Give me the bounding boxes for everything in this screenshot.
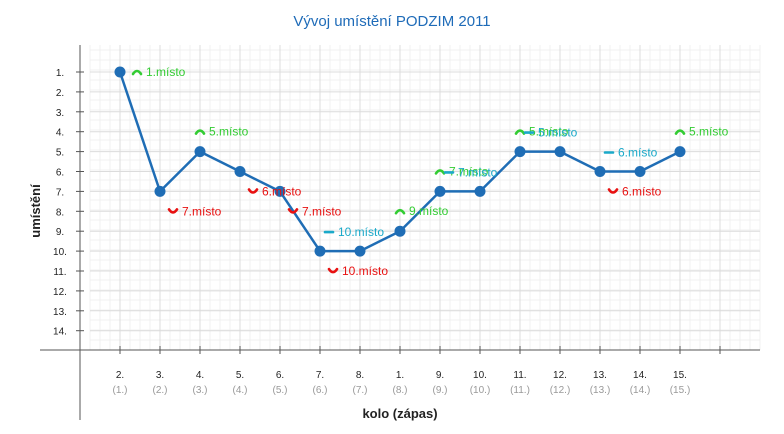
x-sub-tick-label: (6.): [313, 385, 328, 396]
x-sub-tick-label: (11.): [510, 385, 530, 396]
data-label: 6.místo: [622, 185, 662, 199]
data-label: 7.místo: [302, 204, 342, 218]
x-sub-tick-label: (9.): [433, 385, 448, 396]
data-label: 5.místo: [689, 125, 729, 139]
trend-down-icon: [327, 267, 339, 274]
x-sub-tick-label: (1.): [113, 385, 128, 396]
y-tick-label: 11.: [53, 267, 66, 278]
x-tick-label: 13.: [593, 370, 607, 381]
y-tick-label: 4.: [56, 128, 64, 139]
data-label: 10.místo: [338, 225, 384, 239]
data-point: [514, 146, 526, 158]
data-point: [594, 166, 606, 177]
x-sub-tick-label: (12.): [550, 385, 571, 396]
axes: [40, 45, 760, 420]
data-label: 7.místo: [182, 204, 222, 218]
y-tick-label: 9.: [56, 227, 64, 238]
x-sub-tick-label: (5.): [273, 385, 288, 396]
data-point: [554, 146, 566, 158]
y-tick-label: 2.: [56, 88, 64, 99]
data-point: [674, 146, 686, 158]
data-label: 10.místo: [342, 264, 388, 278]
x-sub-tick-label: (13.): [590, 385, 611, 396]
data-point: [154, 185, 166, 197]
series-position: [114, 66, 686, 257]
x-sub-tick-label: (4.): [233, 385, 248, 396]
y-tick-label: 7.: [56, 187, 64, 198]
trend-up-icon: [194, 129, 206, 135]
y-tick-label: 8.: [56, 207, 64, 218]
x-tick-labels: 2. (1.) 3. (2.) 4. (3.) 5. (4.) 6. (5.) 7. (6.) 8. (7…: [113, 370, 691, 396]
data-point: [194, 146, 206, 158]
data-point: [434, 185, 446, 197]
data-point: [354, 245, 366, 257]
data-point: [634, 166, 646, 177]
trend-down-icon: [607, 188, 619, 194]
data-label: 5.místo: [209, 125, 249, 139]
y-tick-labels: 1. 2. 3. 4. 5. 6. 7. 8. 9. 10. 11. 12. 13. 14.: [53, 68, 67, 338]
data-label: 5.místo: [529, 125, 569, 139]
data-label: 7.místo: [458, 165, 498, 179]
chart-title: Vývoj umístění PODZIM 2011: [293, 13, 490, 30]
data-point: [474, 185, 486, 197]
x-tick-label: 6.: [276, 370, 284, 381]
data-point: [314, 245, 326, 257]
data-label: 6.místo: [262, 185, 302, 199]
x-tick-label: 10.: [473, 370, 487, 381]
trend-down-icon: [167, 208, 179, 214]
data-label: 1.místo: [146, 65, 186, 79]
x-sub-tick-label: (8.): [393, 385, 408, 396]
data-point: [394, 225, 406, 237]
x-tick-label: 8.: [356, 370, 364, 381]
x-sub-tick-label: (15.): [670, 385, 691, 396]
x-sub-tick-label: (10.): [470, 385, 491, 396]
trend-up-icon: [514, 129, 526, 135]
x-tick-label: 12.: [553, 370, 567, 381]
data-labels: 1.místo7.místo5.místo6.místo7.místo10.mí…: [131, 65, 729, 278]
data-label: 5.místo: [538, 126, 578, 140]
x-tick-label: 11.: [513, 370, 526, 381]
trend-down-icon: [247, 188, 259, 194]
data-label: 7.místo: [449, 164, 489, 178]
x-tick-label: 15.: [673, 370, 687, 381]
trend-up-icon: [394, 208, 406, 215]
x-sub-tick-label: (14.): [630, 385, 651, 396]
x-tick-label: 5.: [236, 370, 244, 381]
x-tick-label: 4.: [196, 370, 204, 381]
x-axis-title: kolo (zápas): [362, 406, 437, 421]
data-point: [234, 166, 246, 177]
trend-up-icon: [434, 169, 446, 175]
trend-down-icon: [287, 208, 299, 214]
data-label: 9.místo: [409, 204, 449, 218]
x-tick-label: 2.: [116, 370, 124, 381]
x-tick-label: 14.: [633, 370, 647, 381]
x-tick-label: 7.: [316, 370, 324, 381]
trend-up-icon: [674, 129, 686, 135]
x-tick-label: 1.: [396, 370, 404, 381]
x-sub-tick-label: (3.): [193, 385, 208, 396]
trend-up-icon: [131, 69, 143, 76]
y-tick-label: 14.: [53, 327, 67, 338]
x-sub-tick-label: (7.): [353, 385, 368, 396]
y-tick-label: 10.: [53, 247, 67, 258]
data-label: 6.místo: [618, 146, 658, 160]
x-tick-label: 3.: [156, 370, 164, 381]
x-tick-label: 9.: [436, 370, 444, 381]
y-tick-label: 6.: [56, 168, 64, 179]
y-tick-label: 12.: [53, 287, 67, 298]
y-tick-label: 13.: [53, 307, 67, 318]
data-point: [114, 66, 126, 78]
y-axis-title: umístění: [28, 184, 43, 238]
y-tick-label: 5.: [56, 148, 64, 159]
y-tick-label: 1.: [56, 68, 64, 79]
y-tick-label: 3.: [56, 108, 64, 119]
data-point: [274, 185, 286, 197]
x-sub-tick-label: (2.): [153, 385, 168, 396]
